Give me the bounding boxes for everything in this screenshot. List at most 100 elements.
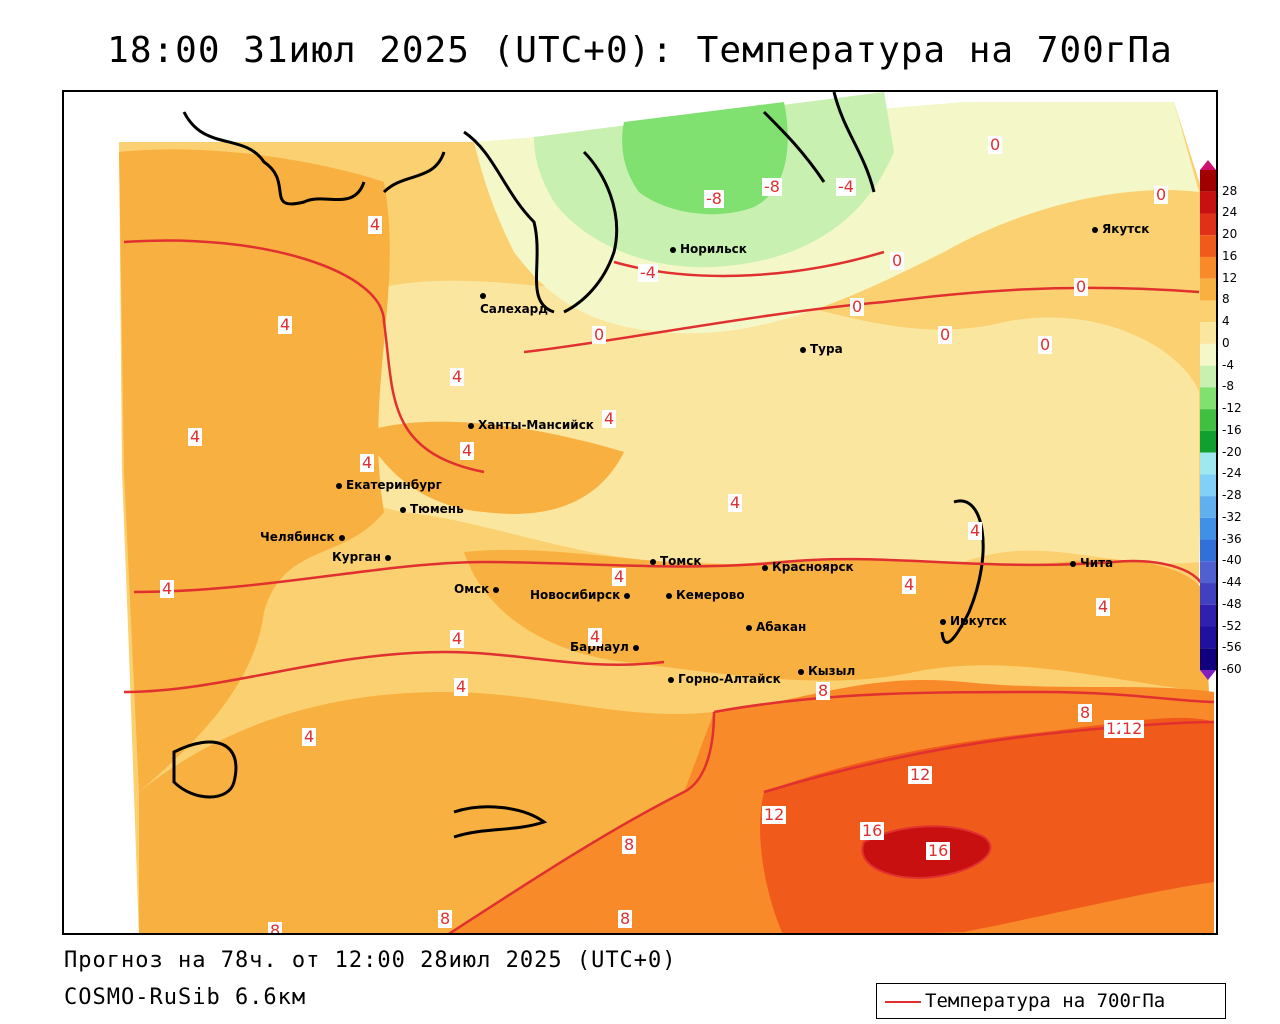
city-krasnoyarsk: Красноярск xyxy=(762,560,854,574)
isoline-label: 4 xyxy=(902,575,917,594)
scale-tick-label: -20 xyxy=(1222,444,1242,459)
isoline-label: 4 xyxy=(728,493,743,512)
city-yakutsk: Якутск xyxy=(1092,222,1149,236)
isoline-label: 0 xyxy=(890,251,905,270)
city-barnaul: Барнаул xyxy=(570,640,643,654)
scale-box xyxy=(1200,300,1216,323)
city-khanty-mansiysk: Ханты-Мансийск xyxy=(468,418,594,432)
field-4-8-center xyxy=(364,421,624,514)
isoline-label: -4 xyxy=(638,263,658,282)
scale-box xyxy=(1200,517,1216,540)
isoline-label: 4 xyxy=(450,367,465,386)
isoline-label: -8 xyxy=(704,189,724,208)
city-omsk: Омск xyxy=(454,582,503,596)
scale-box xyxy=(1200,452,1216,475)
isoline-label: -8 xyxy=(762,177,782,196)
isoline-label: 4 xyxy=(368,215,383,234)
scale-tick-label: -12 xyxy=(1222,401,1242,416)
city-abakan: Абакан xyxy=(746,620,806,634)
isoline-label: 4 xyxy=(968,521,983,540)
scale-tick-label: 12 xyxy=(1222,270,1238,285)
scale-box xyxy=(1200,604,1216,627)
scale-box xyxy=(1200,430,1216,453)
field-4-8-sw xyxy=(139,692,714,933)
isoline-label: 0 xyxy=(1038,335,1053,354)
scale-box xyxy=(1200,474,1216,497)
isoline-label: 8 xyxy=(618,909,633,928)
scale-box xyxy=(1200,626,1216,649)
model-name: COSMO-RuSib 6.6км xyxy=(64,985,307,1010)
scale-box xyxy=(1200,343,1216,366)
scale-box xyxy=(1200,213,1216,236)
isoline-label: 8 xyxy=(268,922,283,933)
scale-box xyxy=(1200,235,1216,257)
scale-box xyxy=(1200,496,1216,518)
isoline-label: 0 xyxy=(988,135,1003,154)
coastline-gulf xyxy=(563,150,619,314)
scale-box xyxy=(1200,409,1216,431)
scale-tick-label: -60 xyxy=(1222,662,1242,676)
field-4-8-west xyxy=(119,149,390,792)
scale-tick-label: -56 xyxy=(1222,640,1242,655)
isoline-label: 4 xyxy=(588,627,603,646)
scale-tick-label: 8 xyxy=(1222,292,1230,307)
city-tyumen: Тюмень xyxy=(400,502,464,516)
scale-box xyxy=(1200,561,1216,584)
isoline-label: 0 xyxy=(1074,277,1089,296)
legend-line xyxy=(885,1001,921,1003)
isoline-label: 0 xyxy=(938,325,953,344)
isoline-label: 16 xyxy=(926,841,951,860)
city-salekhard: Салехард xyxy=(480,288,548,316)
isoline-label: 4 xyxy=(460,441,475,460)
scale-tick-label: 20 xyxy=(1222,227,1238,242)
lake-balkhash-area xyxy=(172,740,238,799)
scale-tick-label: -8 xyxy=(1222,379,1234,394)
isoline-label: 4 xyxy=(188,427,203,446)
temperature-field xyxy=(119,92,1215,933)
scale-box xyxy=(1200,648,1216,670)
isoline-label: 4 xyxy=(612,567,627,586)
isoline-label: 4 xyxy=(602,409,617,428)
city-kurgan: Курган xyxy=(332,550,395,564)
isoline-label: 8 xyxy=(438,909,453,928)
city-irkutsk: Иркутск xyxy=(940,614,1007,628)
scale-box xyxy=(1200,539,1216,562)
scale-box xyxy=(1200,170,1216,192)
scale-box xyxy=(1200,256,1216,279)
scale-tick-label: -4 xyxy=(1222,357,1234,372)
forecast-info: Прогноз на 78ч. от 12:00 28июл 2025 (UTC… xyxy=(64,948,677,973)
legend: Температура на 700гПа xyxy=(876,983,1226,1019)
city-yekaterinburg: Екатеринбург xyxy=(336,478,442,492)
scale-box xyxy=(1200,191,1216,214)
isoline-label: 8 xyxy=(622,835,637,854)
city-tura: Тура xyxy=(800,342,843,356)
city-tomsk: Томск xyxy=(650,554,702,568)
isoline-label: 4 xyxy=(278,315,293,334)
isoline-label: 4 xyxy=(450,629,465,648)
isoline-label: 0 xyxy=(850,297,865,316)
isoline-label: 12 xyxy=(908,765,933,784)
scale-box xyxy=(1200,583,1216,605)
legend-label: Температура на 700гПа xyxy=(925,990,1166,1012)
scale-box xyxy=(1200,322,1216,344)
scale-box xyxy=(1200,278,1216,301)
field-4-8-south xyxy=(464,549,1209,692)
isoline-label: 12 xyxy=(762,805,787,824)
scale-tick-label: -36 xyxy=(1222,531,1242,546)
map-title: 18:00 31июл 2025 (UTC+0): Температура на… xyxy=(107,30,1173,71)
coastline-taimyr xyxy=(762,92,876,193)
scale-tick-label: -28 xyxy=(1222,488,1242,503)
lake-baikal xyxy=(940,499,985,644)
isoline-label: 0 xyxy=(1154,185,1169,204)
isoline-label: 4 xyxy=(1096,597,1111,616)
scale-tick-label: 28 xyxy=(1222,183,1238,198)
city-kemerovo: Кемерово xyxy=(666,588,745,602)
isoline-label: 4 xyxy=(302,727,317,746)
scale-tick-label: -32 xyxy=(1222,509,1242,524)
map-area[interactable]: Норильск Якутск Салехард Тура Ханты-Манс… xyxy=(62,90,1218,935)
coastline-north xyxy=(182,111,555,314)
isoline-label: 0 xyxy=(592,325,607,344)
isoline-label: 12 xyxy=(1120,719,1145,738)
scale-tick-label: -24 xyxy=(1222,466,1242,481)
scale-top-arrow xyxy=(1200,160,1216,170)
